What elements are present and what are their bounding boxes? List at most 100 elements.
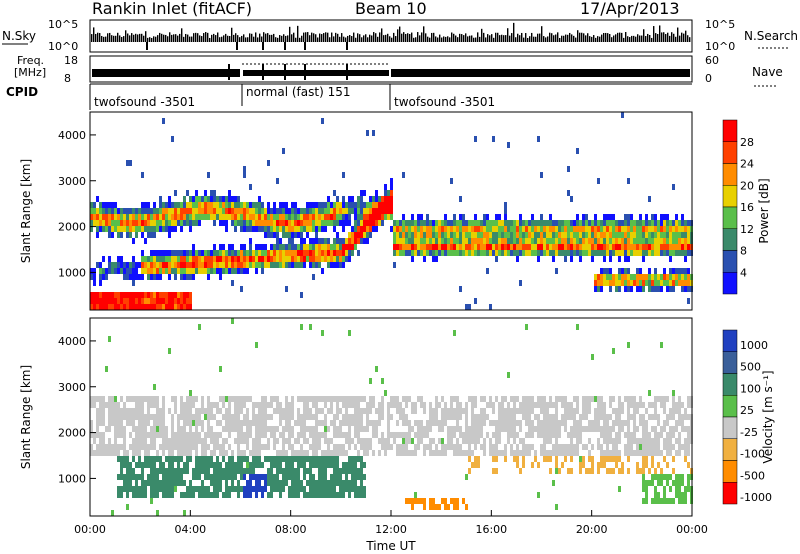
velocity-cell: [606, 414, 609, 420]
velocity-cell: [477, 462, 480, 468]
velocity-cell: [687, 426, 690, 432]
power-cell: [339, 262, 342, 268]
velocity-cell: [489, 438, 492, 444]
power-cell: [540, 220, 543, 226]
velocity-cell: [180, 396, 183, 402]
velocity-cell: [420, 402, 423, 408]
power-cell: [507, 142, 510, 148]
power-cell: [591, 250, 594, 256]
velocity-cell: [669, 486, 672, 492]
power-cell: [237, 220, 240, 226]
velocity-cell: [237, 396, 240, 402]
velocity-cell: [564, 426, 567, 432]
nsky-bar: [359, 34, 361, 42]
power-cell: [654, 274, 657, 280]
velocity-cell: [555, 432, 558, 438]
power-cell: [165, 220, 168, 226]
power-cell: [477, 226, 480, 232]
nsky-bar: [161, 33, 163, 42]
power-cell: [657, 244, 660, 250]
velocity-cell: [432, 438, 435, 444]
power-cell: [564, 250, 567, 256]
velocity-cell: [675, 480, 678, 486]
power-cell: [201, 250, 204, 256]
velocity-cell: [129, 444, 132, 450]
velocity-cell: [207, 426, 210, 432]
power-cell: [210, 262, 213, 268]
velocity-cell: [300, 324, 303, 330]
velocity-cell: [498, 432, 501, 438]
velocity-cell: [411, 402, 414, 408]
velocity-cell: [459, 426, 462, 432]
power-cell: [330, 208, 333, 214]
power-cell: [468, 238, 471, 244]
velocity-cell: [417, 498, 420, 504]
velocity-cell: [303, 432, 306, 438]
velocity-cell: [348, 486, 351, 492]
velocity-cell: [156, 480, 159, 486]
velocity-cell: [513, 396, 516, 402]
velocity-cell: [258, 474, 261, 480]
velocity-cell: [333, 396, 336, 402]
power-cell: [495, 214, 498, 220]
power-cell: [309, 208, 312, 214]
velocity-cell: [546, 456, 549, 462]
power-cell: [651, 244, 654, 250]
power-cell: [558, 244, 561, 250]
power-cell: [99, 280, 102, 286]
power-cell: [408, 238, 411, 244]
velocity-cell: [405, 396, 408, 402]
power-cell: [501, 226, 504, 232]
velocity-cell: [264, 408, 267, 414]
nsky-bar: [183, 36, 185, 42]
power-cell: [165, 256, 168, 262]
power-cell: [375, 208, 378, 214]
velocity-cell: [339, 420, 342, 426]
velocity-cell: [531, 432, 534, 438]
power-cell: [648, 274, 651, 280]
power-cell: [456, 238, 459, 244]
power-cell: [648, 268, 651, 274]
power-cell: [510, 238, 513, 244]
power-cell: [204, 262, 207, 268]
velocity-cell: [648, 414, 651, 420]
velocity-cell: [144, 450, 147, 456]
power-cell: [618, 274, 621, 280]
velocity-cell: [441, 396, 444, 402]
nsky-bar: [381, 28, 383, 42]
velocity-cell: [129, 414, 132, 420]
power-cell: [96, 292, 99, 298]
nsky-drop: [262, 42, 264, 50]
velocity-cell: [189, 486, 192, 492]
velocity-cell: [240, 450, 243, 456]
velocity-cell: [168, 444, 171, 450]
velocity-cell: [633, 396, 636, 402]
velocity-cell: [123, 426, 126, 432]
velocity-cell: [249, 492, 252, 498]
velocity-cell: [285, 420, 288, 426]
nsky-bar: [465, 33, 467, 42]
power-cell: [177, 220, 180, 226]
freq-tick-mark: [228, 64, 230, 80]
power-cell: [642, 256, 645, 262]
velocity-cell: [333, 492, 336, 498]
velocity-cell: [360, 426, 363, 432]
power-cell: [348, 238, 351, 244]
power-cell: [231, 244, 234, 250]
nsky-bar: [531, 32, 533, 42]
power-cell: [105, 202, 108, 208]
velocity-cell: [498, 426, 501, 432]
velocity-cell: [492, 420, 495, 426]
power-cell: [513, 220, 516, 226]
velocity-cell: [225, 468, 228, 474]
velocity-cell: [543, 444, 546, 450]
velocity-cell: [147, 408, 150, 414]
power-cell: [168, 292, 171, 298]
power-cell: [345, 220, 348, 226]
power-cell: [294, 250, 297, 256]
power-cell: [216, 250, 219, 256]
power-cell: [450, 238, 453, 244]
velocity-cell: [195, 444, 198, 450]
power-cell: [228, 190, 231, 196]
power-cell: [510, 232, 513, 238]
